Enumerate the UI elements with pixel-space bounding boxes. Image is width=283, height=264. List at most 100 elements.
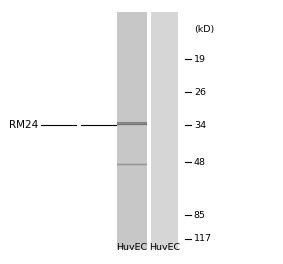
Bar: [117, 150, 147, 151]
Bar: [117, 67, 147, 68]
Bar: [151, 71, 178, 72]
Bar: [117, 197, 147, 199]
Bar: [151, 113, 178, 114]
Bar: [117, 112, 147, 113]
Bar: [117, 30, 147, 31]
Bar: [151, 158, 178, 159]
Bar: [117, 51, 147, 52]
Bar: [151, 52, 178, 53]
Bar: [151, 180, 178, 181]
Bar: [117, 13, 147, 14]
Bar: [151, 146, 178, 147]
Bar: [151, 31, 178, 32]
Bar: [117, 41, 147, 43]
Bar: [117, 148, 147, 150]
Bar: [151, 221, 178, 222]
Bar: [117, 157, 147, 158]
Bar: [117, 199, 147, 200]
Bar: [151, 157, 178, 158]
Bar: [151, 36, 178, 37]
Bar: [117, 202, 147, 203]
Bar: [117, 99, 147, 100]
Bar: [117, 229, 147, 230]
Bar: [117, 219, 147, 220]
Bar: [151, 107, 178, 108]
Bar: [151, 219, 178, 220]
Bar: [151, 200, 178, 201]
Bar: [117, 221, 147, 222]
Bar: [151, 77, 178, 78]
Bar: [117, 71, 147, 72]
Bar: [151, 147, 178, 148]
Bar: [151, 166, 178, 168]
Bar: [117, 207, 147, 208]
Bar: [151, 184, 178, 185]
Bar: [151, 239, 178, 240]
Bar: [117, 146, 147, 147]
Bar: [117, 192, 147, 194]
Bar: [151, 190, 178, 191]
Bar: [151, 118, 178, 119]
Bar: [151, 131, 178, 132]
Bar: [151, 197, 178, 199]
Bar: [117, 166, 147, 168]
Bar: [151, 161, 178, 162]
Bar: [151, 44, 178, 45]
Bar: [117, 102, 147, 103]
Bar: [151, 35, 178, 36]
Bar: [151, 246, 178, 247]
Bar: [117, 92, 147, 93]
Bar: [117, 103, 147, 105]
Bar: [117, 145, 147, 146]
Bar: [117, 195, 147, 196]
Bar: [117, 88, 147, 89]
Bar: [117, 61, 147, 62]
Bar: [117, 55, 147, 56]
Bar: [117, 127, 147, 128]
Bar: [151, 214, 178, 215]
Bar: [117, 142, 147, 143]
Bar: [117, 100, 147, 101]
Bar: [117, 64, 147, 65]
Bar: [151, 33, 178, 35]
Text: 117: 117: [194, 234, 212, 243]
Bar: [117, 74, 147, 75]
Bar: [151, 220, 178, 221]
Bar: [117, 19, 147, 20]
Bar: [117, 17, 147, 18]
Bar: [151, 58, 178, 59]
Text: HuvEC: HuvEC: [117, 243, 148, 252]
Bar: [117, 189, 147, 190]
Bar: [151, 130, 178, 131]
Bar: [117, 106, 147, 107]
Bar: [117, 14, 147, 15]
Bar: [151, 229, 178, 230]
Bar: [117, 39, 147, 40]
Bar: [117, 176, 147, 177]
Bar: [117, 232, 147, 233]
Bar: [151, 87, 178, 88]
Bar: [151, 43, 178, 44]
Bar: [151, 81, 178, 82]
Bar: [151, 95, 178, 96]
Bar: [151, 192, 178, 194]
Bar: [151, 32, 178, 33]
Bar: [151, 234, 178, 235]
Bar: [151, 15, 178, 17]
Bar: [117, 137, 147, 138]
Bar: [151, 69, 178, 70]
Bar: [151, 171, 178, 172]
Bar: [117, 45, 147, 46]
Bar: [151, 140, 178, 142]
Bar: [117, 126, 147, 127]
Bar: [151, 111, 178, 112]
Bar: [117, 162, 147, 163]
Bar: [117, 52, 147, 53]
Bar: [117, 37, 147, 38]
Text: 26: 26: [194, 88, 206, 97]
Bar: [117, 196, 147, 197]
Bar: [117, 35, 147, 36]
Bar: [117, 161, 147, 162]
Bar: [151, 115, 178, 116]
Bar: [117, 131, 147, 132]
